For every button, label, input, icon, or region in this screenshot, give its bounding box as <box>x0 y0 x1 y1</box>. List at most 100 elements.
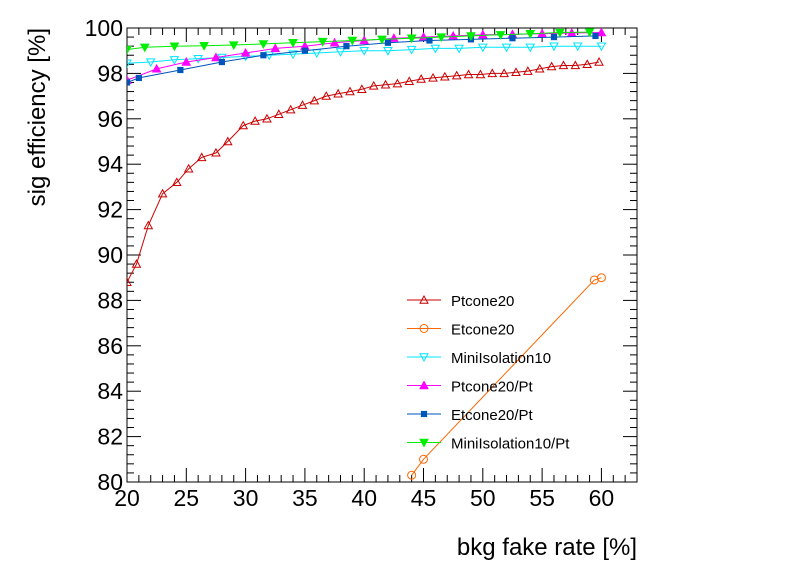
data-point <box>368 80 379 90</box>
legend-marker <box>419 438 429 448</box>
data-point <box>127 277 132 286</box>
data-point <box>151 63 162 73</box>
data-point <box>418 32 429 41</box>
legend-marker <box>419 380 429 390</box>
data-point <box>169 42 180 52</box>
x-tick-label: 60 <box>589 485 615 511</box>
series-etcone20-pt <box>127 32 599 86</box>
y-tick-label: 98 <box>97 60 123 86</box>
data-point <box>193 54 204 64</box>
data-point <box>309 95 320 105</box>
series-etcone20 <box>407 273 606 480</box>
data-point <box>392 78 403 88</box>
data-point <box>404 76 415 86</box>
series-miniisolation10 <box>127 42 607 69</box>
legend-entry: Ptcone20/Pt <box>407 379 534 396</box>
data-point <box>238 120 249 130</box>
y-tick-label: 86 <box>97 333 123 359</box>
x-tick-label: 30 <box>233 485 259 511</box>
data-point <box>196 152 207 162</box>
legend-label: Etcone20/Pt <box>451 407 534 424</box>
data-point <box>297 100 308 109</box>
data-point <box>584 28 595 38</box>
x-tick-label: 40 <box>351 485 377 511</box>
data-point <box>240 47 251 57</box>
legend-entry: MiniIsolation10 <box>407 350 551 367</box>
data-point <box>511 67 521 76</box>
y-tick-label: 94 <box>97 151 123 177</box>
legend-marker <box>419 324 429 333</box>
data-point <box>428 72 438 82</box>
y-tick-label: 88 <box>97 287 123 313</box>
y-tick-label: 92 <box>97 197 123 223</box>
x-tick-label: 55 <box>529 485 555 511</box>
data-point <box>406 45 417 55</box>
data-point <box>596 28 607 37</box>
data-point <box>127 59 132 69</box>
data-point <box>477 43 488 53</box>
y-tick-label: 82 <box>97 424 123 450</box>
data-point <box>555 28 565 38</box>
x-tick-label: 45 <box>411 485 437 511</box>
data-point <box>222 136 233 146</box>
data-point <box>419 454 429 464</box>
y-tick-label: 96 <box>97 106 123 132</box>
legend-label: Etcone20 <box>451 322 514 339</box>
data-point <box>430 44 441 54</box>
data-point <box>463 69 474 79</box>
data-point <box>258 40 269 49</box>
data-point <box>250 116 260 125</box>
data-point <box>475 69 486 79</box>
series-ptcone20-pt <box>127 28 607 84</box>
data-point <box>596 42 607 52</box>
series-line-miniisolation10 <box>127 45 602 64</box>
data-point <box>347 36 358 46</box>
data-point <box>546 61 557 71</box>
data-point <box>407 470 417 480</box>
data-point <box>131 259 142 268</box>
data-point <box>454 44 464 54</box>
data-point <box>211 52 221 62</box>
legend-entry: Ptcone20 <box>407 293 514 310</box>
data-point <box>345 86 355 96</box>
legend-marker <box>419 294 429 304</box>
data-point <box>301 47 309 54</box>
data-point <box>177 66 184 74</box>
data-point <box>143 220 154 230</box>
data-point <box>321 91 332 100</box>
data-point <box>343 43 350 50</box>
data-point <box>262 113 272 123</box>
data-point <box>127 45 132 55</box>
series-ptcone20 <box>127 57 604 286</box>
data-point <box>288 39 298 48</box>
data-point <box>264 51 275 61</box>
data-point <box>406 34 417 44</box>
data-point <box>356 84 367 93</box>
series-line-ptcone20 <box>127 61 600 283</box>
plot-frame <box>126 27 638 483</box>
x-tick-label: 35 <box>292 485 318 511</box>
legend-label: MiniIsolation10 <box>451 350 551 367</box>
data-point <box>466 32 476 41</box>
data-point <box>572 42 583 52</box>
data-point <box>288 50 298 60</box>
legend-label: MiniIsolation10/Pt <box>451 436 570 453</box>
data-point <box>495 31 506 40</box>
y-axis-title: sig efficiency [%] <box>24 28 51 206</box>
data-point <box>218 58 225 66</box>
y-tick-label: 84 <box>97 378 123 404</box>
data-point <box>217 53 227 63</box>
data-point <box>127 79 131 86</box>
y-tick-label: 100 <box>85 15 123 41</box>
data-point <box>211 147 221 157</box>
series-miniisolation10-pt <box>127 28 595 55</box>
legend-entry: Etcone20 <box>407 322 514 339</box>
data-point <box>260 52 267 59</box>
legend-marker <box>420 410 428 418</box>
data-point <box>389 33 399 42</box>
data-point <box>582 59 593 69</box>
data-point <box>145 58 156 68</box>
data-point <box>509 35 516 42</box>
legend-marker <box>419 353 429 363</box>
